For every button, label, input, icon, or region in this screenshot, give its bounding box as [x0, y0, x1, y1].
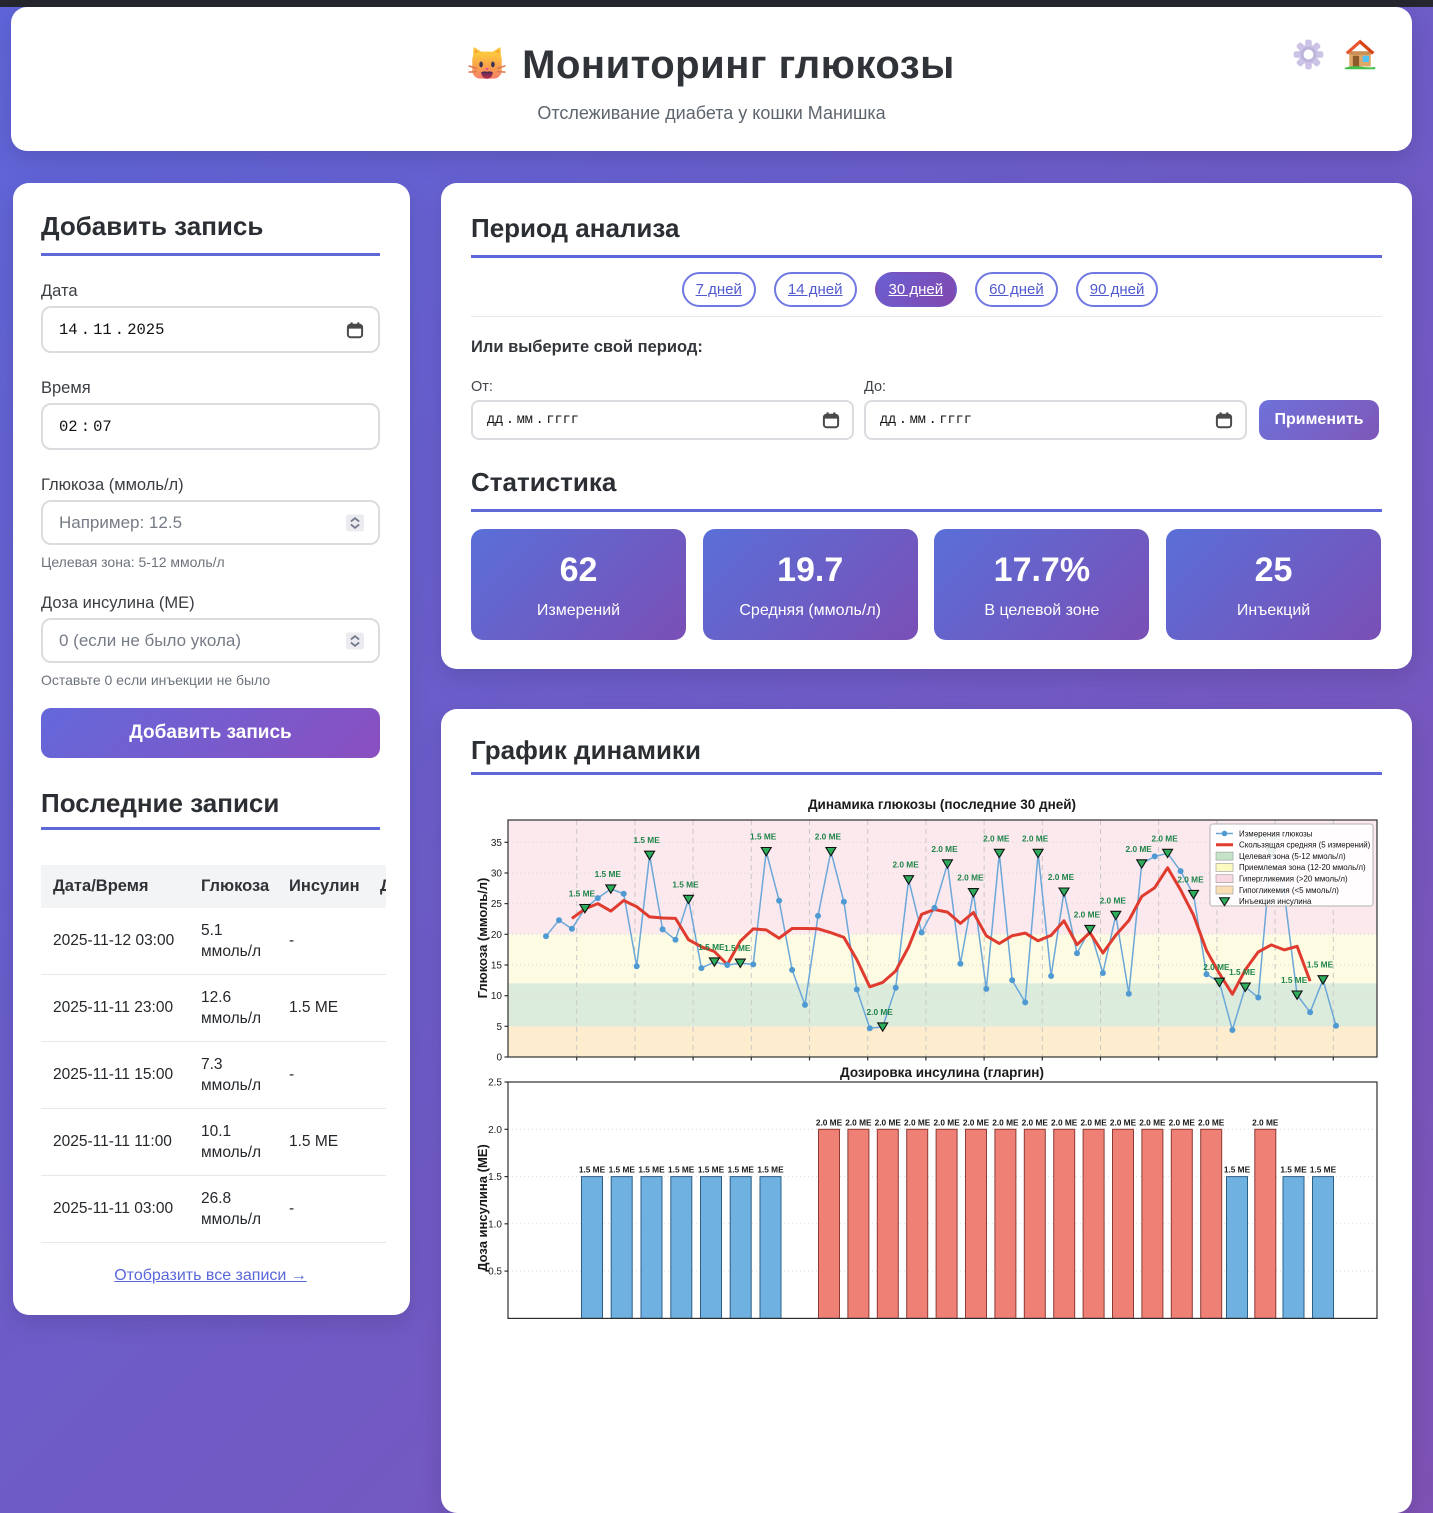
svg-text:2.0 ME: 2.0 ME	[1151, 833, 1178, 843]
svg-text:25: 25	[491, 899, 503, 910]
svg-text:2.0 ME: 2.0 ME	[845, 1117, 872, 1127]
svg-text:2.0 ME: 2.0 ME	[983, 833, 1010, 843]
svg-text:2.0 ME: 2.0 ME	[1100, 895, 1127, 905]
svg-text:1.5 ME: 1.5 ME	[1229, 967, 1256, 977]
svg-text:1.5 ME: 1.5 ME	[638, 1165, 665, 1175]
svg-text:2.0 ME: 2.0 ME	[1169, 1117, 1196, 1127]
svg-text:2.0 ME: 2.0 ME	[815, 832, 842, 842]
svg-text:Гипергликемия (>20 ммоль/л): Гипергликемия (>20 ммоль/л)	[1239, 875, 1348, 884]
svg-text:Целевая зона (5-12 ммоль/л): Целевая зона (5-12 ммоль/л)	[1239, 852, 1346, 861]
svg-text:1.5 ME: 1.5 ME	[609, 1165, 636, 1175]
svg-text:Доза инсулина (ME): Доза инсулина (ME)	[475, 1144, 490, 1272]
svg-text:10: 10	[491, 991, 503, 1002]
svg-text:Приемлемая зона (12-20 ммоль/л: Приемлемая зона (12-20 ммоль/л)	[1239, 863, 1366, 872]
svg-text:1.5 ME: 1.5 ME	[1280, 1165, 1307, 1175]
svg-text:2.0 ME: 2.0 ME	[875, 1117, 902, 1127]
svg-text:Глюкоза (ммоль/л): Глюкоза (ммоль/л)	[475, 878, 490, 999]
svg-text:1.5 ME: 1.5 ME	[1307, 960, 1334, 970]
svg-text:Скользящая средняя (5 измерени: Скользящая средняя (5 измерений)	[1239, 841, 1371, 850]
svg-text:2.0 ME: 2.0 ME	[867, 1007, 894, 1017]
svg-text:1.5 ME: 1.5 ME	[672, 879, 699, 889]
svg-text:Дозировка инсулина (гларгин): Дозировка инсулина (гларгин)	[840, 1065, 1044, 1080]
svg-text:2.0 ME: 2.0 ME	[1080, 1117, 1107, 1127]
svg-text:2.0 ME: 2.0 ME	[1022, 833, 1049, 843]
svg-text:2.0 ME: 2.0 ME	[1126, 844, 1153, 854]
svg-text:2.0 ME: 2.0 ME	[992, 1117, 1019, 1127]
svg-text:1.5 ME: 1.5 ME	[569, 889, 596, 899]
svg-text:1.5 ME: 1.5 ME	[633, 835, 660, 845]
svg-text:1.5 ME: 1.5 ME	[698, 1165, 725, 1175]
svg-text:2.0 ME: 2.0 ME	[892, 860, 919, 870]
svg-text:0: 0	[496, 1053, 502, 1064]
svg-text:30: 30	[491, 869, 503, 880]
svg-text:1.5 ME: 1.5 ME	[595, 869, 622, 879]
svg-text:1.5 ME: 1.5 ME	[1224, 1165, 1251, 1175]
svg-text:2.0 ME: 2.0 ME	[1139, 1117, 1166, 1127]
svg-text:1.5: 1.5	[488, 1172, 502, 1183]
svg-text:2.0 ME: 2.0 ME	[1252, 1117, 1279, 1127]
svg-text:1.5 ME: 1.5 ME	[1281, 975, 1308, 985]
svg-text:0.5: 0.5	[488, 1267, 502, 1278]
svg-text:15: 15	[491, 961, 503, 972]
svg-text:2.5: 2.5	[488, 1078, 502, 1089]
svg-text:1.5 ME: 1.5 ME	[1310, 1165, 1337, 1175]
svg-text:Динамика глюкозы (последние 30: Динамика глюкозы (последние 30 дней)	[808, 797, 1076, 812]
svg-text:2.0 ME: 2.0 ME	[1022, 1117, 1049, 1127]
svg-text:2.0 ME: 2.0 ME	[1203, 962, 1230, 972]
svg-text:2.0 ME: 2.0 ME	[1110, 1117, 1137, 1127]
svg-text:2.0 ME: 2.0 ME	[1051, 1117, 1078, 1127]
svg-text:5: 5	[496, 1022, 502, 1033]
svg-text:2.0 ME: 2.0 ME	[931, 844, 958, 854]
svg-text:1.5 ME: 1.5 ME	[728, 1165, 755, 1175]
svg-text:1.5 ME: 1.5 ME	[668, 1165, 695, 1175]
svg-text:2.0: 2.0	[488, 1125, 502, 1136]
svg-text:1.5 ME: 1.5 ME	[724, 943, 751, 953]
svg-text:Измерения глюкозы: Измерения глюкозы	[1239, 829, 1313, 838]
svg-text:1.5 ME: 1.5 ME	[698, 942, 725, 952]
svg-text:1.0: 1.0	[488, 1219, 502, 1230]
svg-text:35: 35	[491, 838, 503, 849]
svg-text:2.0 ME: 2.0 ME	[1074, 909, 1101, 919]
svg-text:1.5 ME: 1.5 ME	[750, 832, 777, 842]
svg-text:2.0 ME: 2.0 ME	[963, 1117, 990, 1127]
svg-text:Гипогликемия (<5 ммоль/л): Гипогликемия (<5 ммоль/л)	[1239, 886, 1339, 895]
svg-text:2.0 ME: 2.0 ME	[1048, 872, 1075, 882]
svg-text:2.0 ME: 2.0 ME	[1177, 874, 1204, 884]
svg-text:2.0 ME: 2.0 ME	[1198, 1117, 1225, 1127]
svg-text:2.0 ME: 2.0 ME	[816, 1117, 843, 1127]
svg-text:Инъекция инсулина: Инъекция инсулина	[1239, 897, 1312, 906]
svg-text:20: 20	[491, 930, 503, 941]
svg-text:1.5 ME: 1.5 ME	[757, 1165, 784, 1175]
svg-text:2.0 ME: 2.0 ME	[904, 1117, 931, 1127]
svg-text:2.0 ME: 2.0 ME	[933, 1117, 960, 1127]
svg-text:1.5 ME: 1.5 ME	[579, 1165, 606, 1175]
svg-text:2.0 ME: 2.0 ME	[957, 873, 984, 883]
